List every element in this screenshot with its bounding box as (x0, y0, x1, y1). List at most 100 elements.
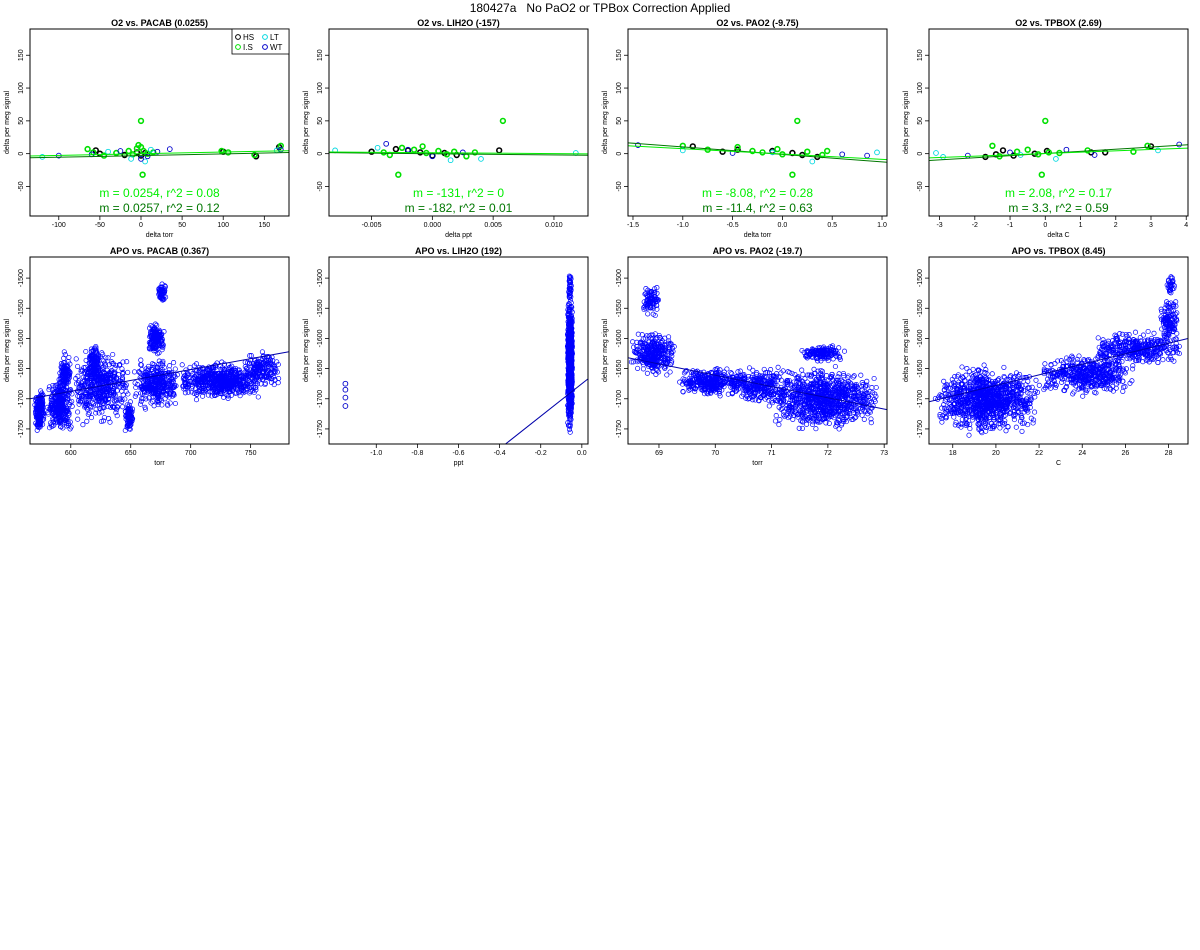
x-tick-label: -50 (95, 222, 105, 229)
data-point (49, 405, 55, 412)
data-point (89, 359, 95, 365)
data-point (656, 332, 662, 339)
x-tick-label: 700 (185, 450, 197, 457)
data-point (766, 403, 772, 409)
figure-title: 180427a No PaO2 or TPBox Correction Appl… (470, 1, 731, 15)
data-point (233, 390, 239, 396)
regression-stat-label: m = -182, r^2 = 0.01 (405, 201, 513, 215)
data-point (163, 384, 170, 390)
plot-area (30, 281, 289, 434)
data-point (210, 372, 216, 378)
data-point (83, 357, 89, 363)
data-point (471, 149, 479, 156)
data-point (158, 388, 164, 395)
data-point (662, 351, 668, 357)
data-point (1042, 117, 1049, 125)
data-point (202, 373, 209, 379)
data-point (148, 382, 155, 388)
x-tick-label: 0.000 (424, 222, 442, 229)
data-point (167, 400, 173, 406)
data-point (728, 384, 734, 390)
data-point (139, 384, 145, 390)
data-point (231, 369, 237, 375)
data-point (96, 355, 102, 361)
data-point (85, 411, 91, 417)
data-point (150, 335, 156, 341)
data-point (664, 372, 670, 378)
data-point (645, 311, 651, 317)
data-point (260, 368, 266, 374)
data-point (34, 412, 40, 418)
data-point (654, 306, 660, 312)
data-point (167, 363, 173, 369)
data-point (99, 409, 105, 415)
data-point (766, 382, 773, 388)
data-point (731, 381, 737, 387)
data-point (644, 303, 650, 309)
x-tick-label: 150 (258, 222, 270, 229)
data-point (708, 377, 714, 384)
data-point (67, 402, 73, 408)
data-point (269, 376, 275, 382)
data-point (654, 290, 660, 296)
y-tick-label: 100 (616, 82, 623, 94)
data-point (630, 359, 636, 365)
data-point (114, 413, 120, 419)
x-tick-label: -1.0 (370, 450, 382, 457)
data-point (138, 156, 144, 162)
data-point (105, 399, 111, 406)
data-point (649, 354, 655, 360)
data-point (743, 387, 749, 393)
data-point (141, 390, 147, 396)
data-point (766, 397, 772, 404)
data-point (50, 415, 56, 422)
data-point (153, 378, 159, 385)
data-point (567, 336, 573, 342)
data-point (719, 148, 726, 155)
data-point (677, 379, 683, 385)
data-point (227, 388, 233, 394)
y-tick-label: 50 (917, 117, 924, 125)
data-point (106, 362, 112, 368)
chart-panel-6: APO vs. LIH2O (192)-1.0 -0.8 -0.6 -0.4 -0.2 0… (303, 246, 589, 467)
data-point (652, 286, 658, 292)
data-point (227, 374, 233, 380)
data-point (686, 383, 692, 389)
data-point (93, 348, 99, 354)
data-point (567, 350, 573, 356)
data-point (809, 158, 816, 165)
data-point (120, 359, 126, 365)
data-point (111, 370, 117, 376)
x-tick-label: 100 (217, 222, 229, 229)
data-point (48, 397, 54, 403)
data-point (655, 355, 661, 361)
data-point (742, 383, 748, 389)
data-point (724, 376, 730, 382)
data-point (646, 363, 652, 370)
data-point (137, 117, 145, 125)
data-point (156, 289, 163, 295)
x-tick-label: -0.4 (494, 450, 506, 457)
data-point (666, 334, 672, 340)
data-point (748, 385, 754, 391)
data-point (204, 379, 210, 385)
data-point (713, 377, 719, 383)
data-point (374, 144, 381, 151)
data-point (763, 369, 769, 376)
y-tick-label: 50 (616, 117, 623, 125)
x-tick-label: 600 (65, 450, 77, 457)
data-point (665, 350, 671, 356)
data-point (160, 358, 166, 364)
data-point (154, 376, 160, 382)
data-point (692, 388, 698, 395)
y-axis-label: delta per meg signal (4, 319, 11, 382)
data-point (210, 364, 216, 370)
data-point (568, 410, 574, 416)
data-point (86, 410, 92, 416)
data-point (256, 369, 262, 375)
data-point (83, 391, 89, 397)
point-cloud (146, 321, 167, 357)
data-point (132, 393, 138, 399)
data-point (159, 371, 165, 377)
data-point (263, 372, 269, 378)
